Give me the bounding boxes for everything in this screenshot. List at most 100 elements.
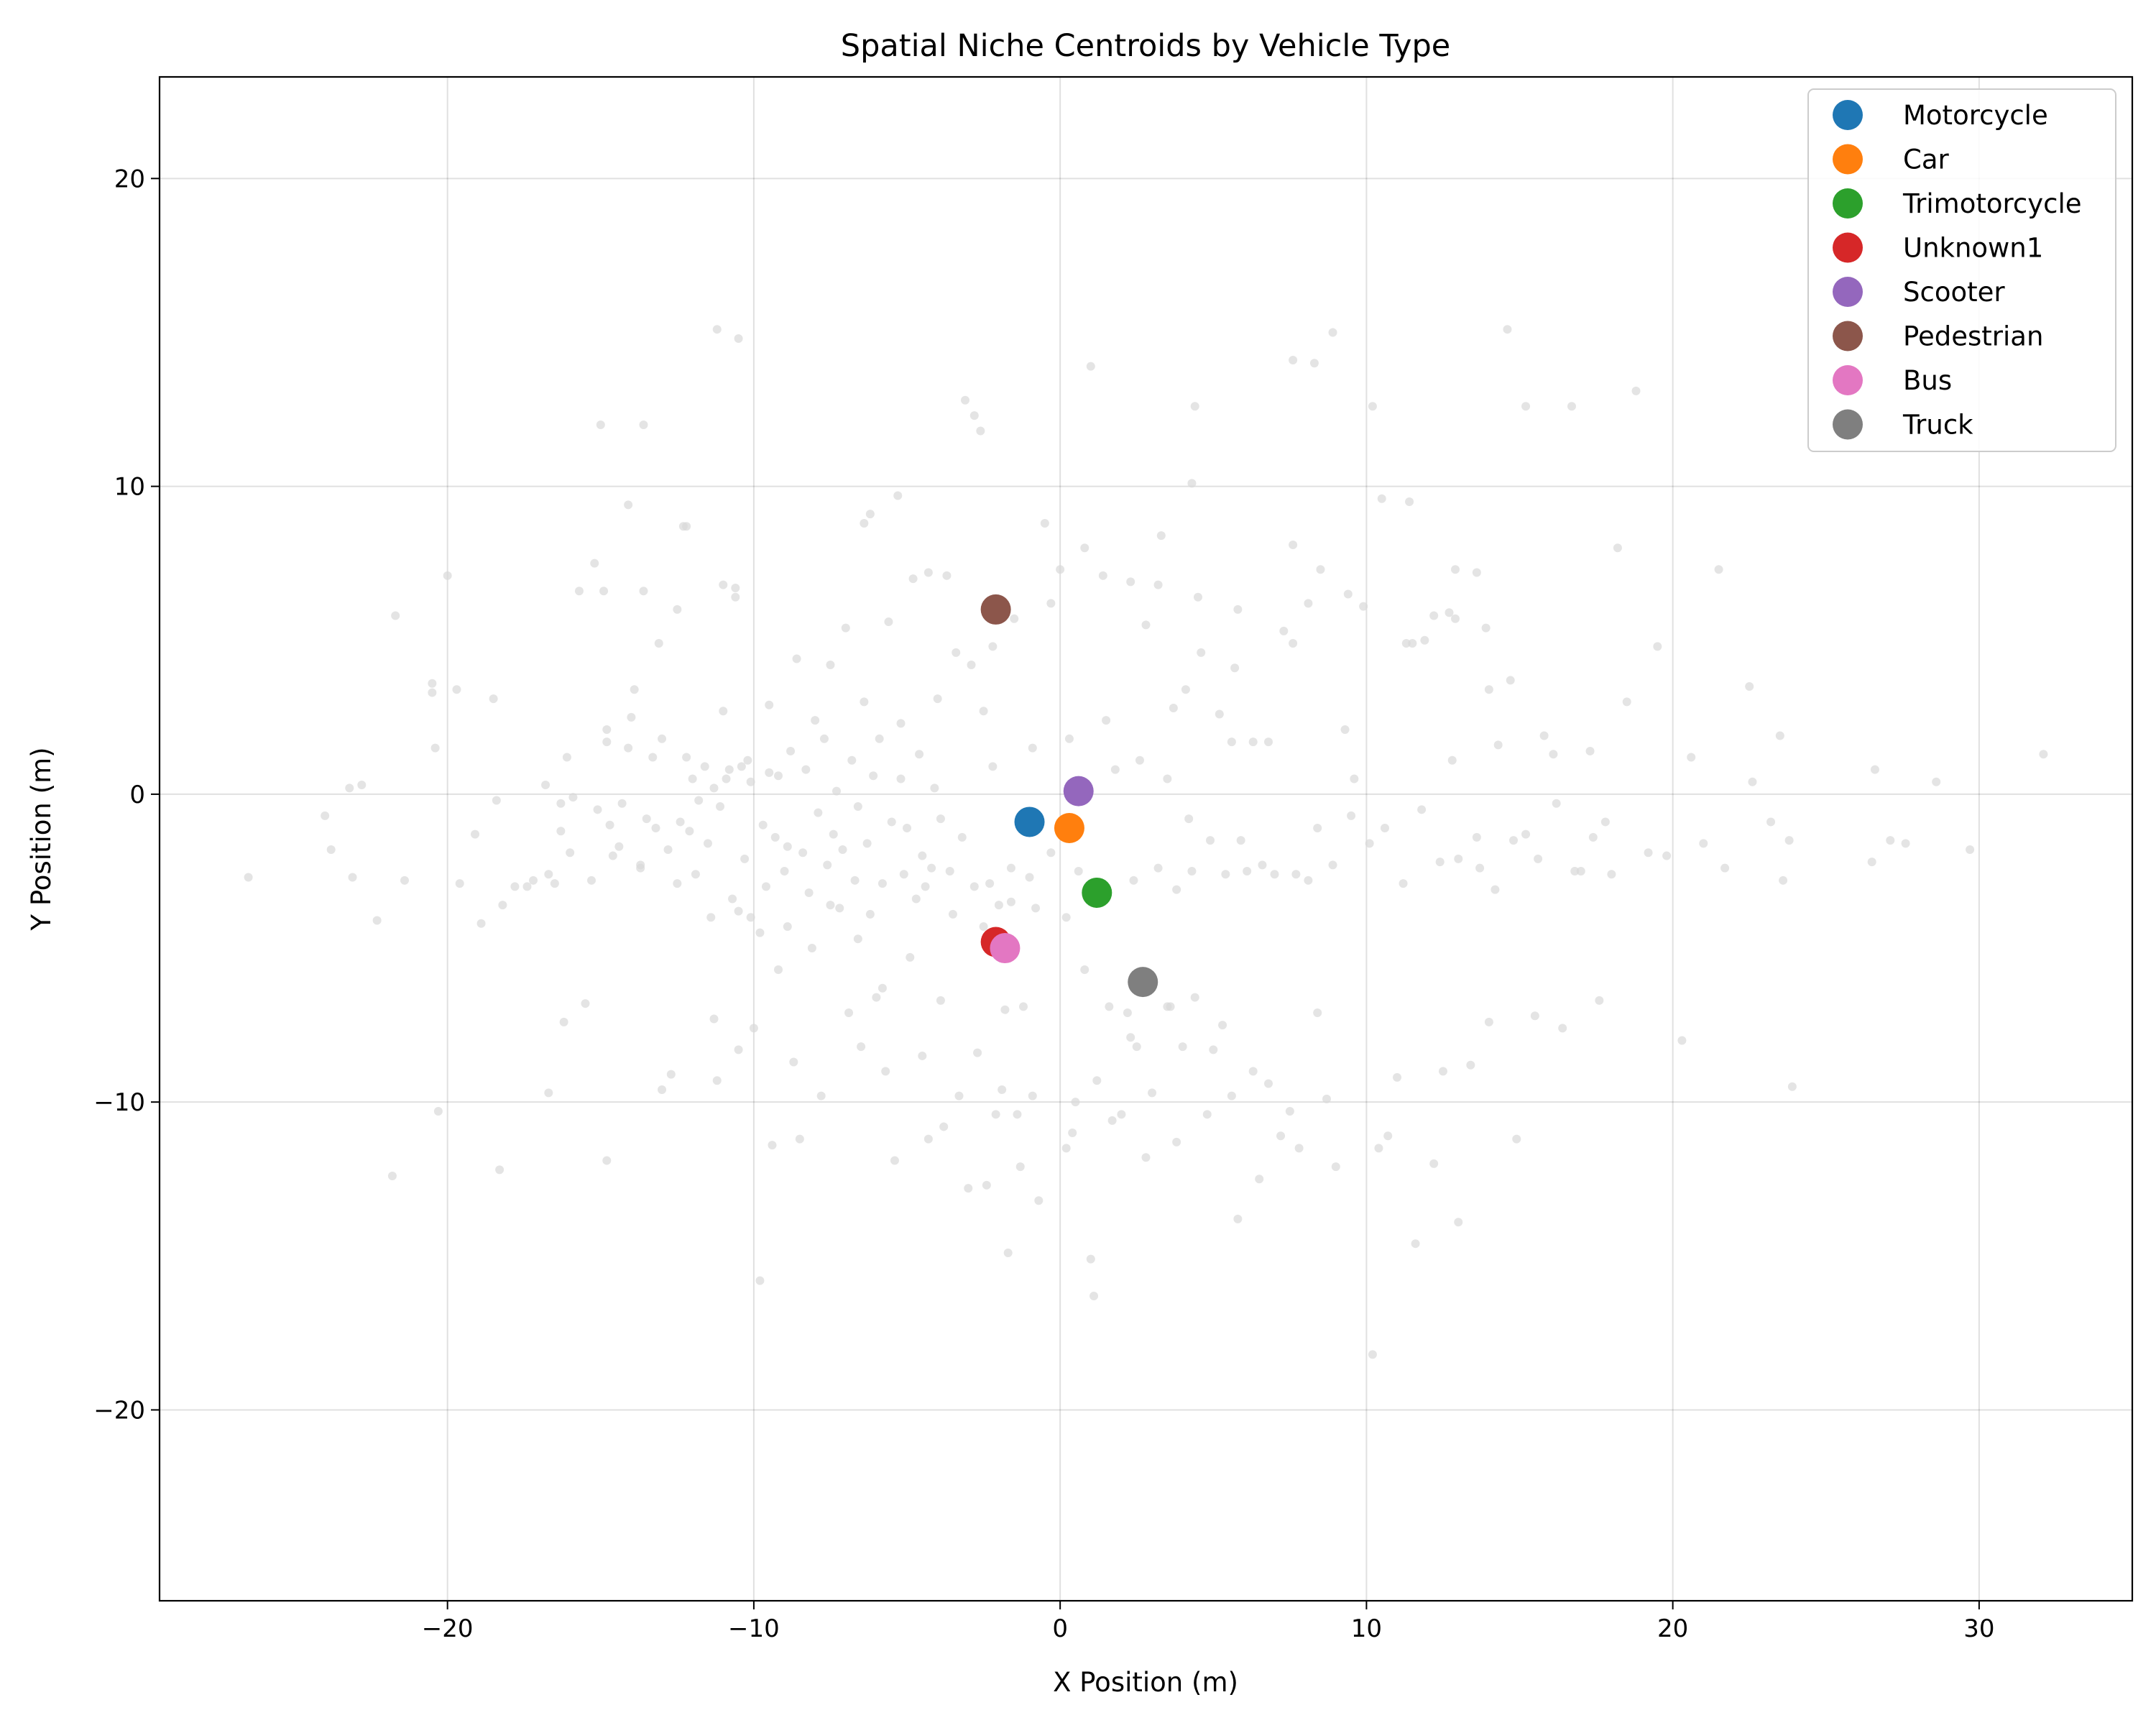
legend-label-scooter: Scooter — [1903, 277, 2005, 308]
background-point — [1588, 832, 1598, 842]
background-point — [1534, 854, 1543, 863]
background-point — [1886, 836, 1895, 845]
background-point — [1086, 362, 1095, 371]
background-point — [774, 965, 783, 975]
centroid-bus — [990, 933, 1021, 964]
background-point — [1328, 328, 1337, 337]
background-point — [792, 654, 801, 663]
background-point — [734, 334, 743, 344]
background-point — [918, 1051, 927, 1060]
background-point — [1429, 611, 1439, 620]
background-point — [722, 774, 731, 783]
centroid-points — [980, 594, 1158, 998]
background-point — [694, 796, 704, 805]
y-tick-label: 0 — [129, 781, 145, 809]
background-point — [1230, 663, 1240, 673]
background-point — [798, 848, 808, 858]
background-point — [1243, 866, 1252, 876]
background-point — [1166, 1002, 1175, 1011]
background-point — [1285, 1107, 1294, 1116]
background-point — [1153, 863, 1163, 873]
background-point — [948, 909, 957, 919]
background-point — [734, 1045, 743, 1054]
background-point — [430, 743, 440, 753]
background-point — [627, 712, 636, 722]
background-point — [789, 1057, 798, 1067]
background-point — [927, 863, 936, 873]
background-points — [244, 325, 2048, 1359]
background-point — [783, 842, 792, 851]
legend-marker-scooter — [1833, 277, 1863, 307]
background-point — [624, 743, 633, 753]
centroid-car — [1054, 813, 1084, 844]
background-point — [566, 848, 575, 858]
background-point — [853, 934, 862, 944]
legend-marker-unknown1 — [1833, 232, 1863, 263]
background-point — [1600, 817, 1610, 827]
background-point — [1304, 599, 1313, 608]
background-point — [1221, 870, 1230, 879]
background-point — [954, 1091, 964, 1100]
background-point — [1034, 1196, 1044, 1205]
background-point — [433, 1107, 443, 1116]
background-point — [1218, 1021, 1227, 1030]
legend-marker-trimotorcycle — [1833, 188, 1863, 219]
background-point — [1350, 774, 1359, 783]
background-point — [831, 786, 841, 796]
background-point — [522, 882, 532, 891]
background-point — [498, 901, 507, 910]
centroid-trimotorcycle — [1082, 877, 1112, 908]
background-point — [1003, 1249, 1013, 1258]
background-point — [1328, 860, 1337, 870]
background-point — [1503, 325, 1512, 334]
background-point — [602, 737, 612, 747]
background-point — [676, 817, 685, 827]
background-point — [844, 1008, 854, 1017]
background-point — [911, 894, 921, 904]
background-point — [985, 879, 995, 888]
background-point — [740, 854, 750, 863]
background-point — [1289, 639, 1298, 648]
background-point — [1787, 1082, 1797, 1091]
centroid-scooter — [1063, 776, 1094, 806]
background-point — [1190, 993, 1199, 1002]
background-point — [1013, 1110, 1022, 1119]
background-point — [890, 1156, 899, 1165]
background-point — [1313, 824, 1322, 833]
background-point — [428, 688, 437, 697]
legend-marker-motorcycle — [1833, 100, 1863, 130]
background-point — [841, 623, 850, 633]
background-point — [1071, 1098, 1080, 1107]
background-point — [602, 1156, 612, 1165]
background-point — [865, 909, 875, 919]
legend-label-unknown1: Unknown1 — [1903, 233, 2043, 264]
background-point — [712, 325, 722, 334]
x-tick-label: 30 — [1963, 1614, 1994, 1643]
background-point — [1190, 402, 1199, 411]
background-point — [617, 799, 627, 808]
background-point — [685, 827, 694, 836]
background-point — [1438, 1067, 1447, 1076]
y-axis-label: Y Position (m) — [26, 747, 57, 931]
legend-marker-bus — [1833, 365, 1863, 395]
background-point — [1481, 623, 1491, 633]
background-point — [1019, 1002, 1028, 1011]
background-point — [1870, 765, 1879, 774]
background-point — [1714, 565, 1723, 574]
background-point — [1289, 540, 1298, 549]
background-point — [1521, 829, 1531, 839]
background-point — [819, 734, 829, 743]
background-point — [988, 642, 998, 651]
background-point — [1359, 602, 1368, 611]
background-point — [811, 716, 820, 725]
background-point — [1080, 965, 1089, 975]
background-point — [709, 783, 719, 793]
background-point — [1374, 1144, 1383, 1153]
background-point — [961, 395, 970, 405]
background-point — [724, 765, 734, 774]
background-point — [1187, 479, 1197, 488]
background-point — [387, 1171, 397, 1180]
background-point — [1117, 1110, 1126, 1119]
x-tick-label: 0 — [1052, 1614, 1068, 1643]
background-point — [1098, 571, 1107, 580]
